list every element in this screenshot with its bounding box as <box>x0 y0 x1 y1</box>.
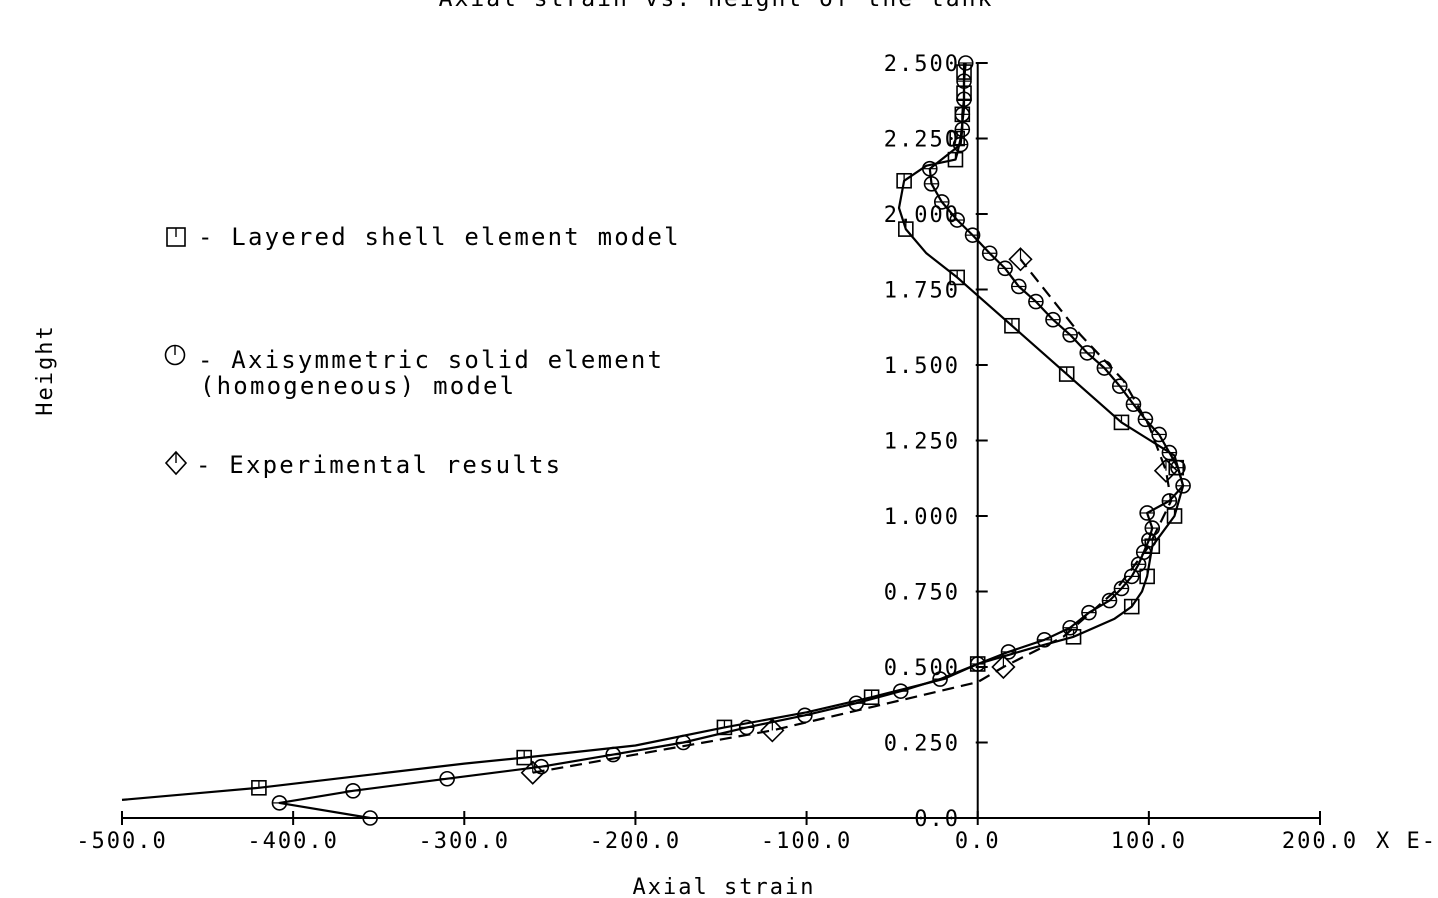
x-axis-unit: X E- <box>1376 829 1437 854</box>
chart-title: Axial strain vs. height of the tank <box>439 0 994 12</box>
y-tick-label: 2.000 <box>884 203 960 228</box>
x-tick-label: -200.0 <box>590 829 681 854</box>
series-experimental <box>520 247 1179 785</box>
x-tick-label: -100.0 <box>761 829 852 854</box>
x-tick-label: -300.0 <box>419 829 510 854</box>
diamond-marker <box>1008 247 1033 272</box>
y-ticks: 0.00.2500.5000.7501.0001.2501.5001.7502.… <box>884 52 988 832</box>
y-tick-label: 1.000 <box>884 505 960 530</box>
legend-label-experimental: - Experimental results <box>196 451 562 479</box>
x-ticks: -500.0 -400.0 -300.0 -200.0 -100.0 0.0 100.0 20… <box>76 811 1358 854</box>
series-axisymmetric <box>271 55 1191 826</box>
x-tick-label: -500.0 <box>76 829 167 854</box>
y-axis-label: Height <box>33 324 58 415</box>
diamond-marker <box>760 718 785 743</box>
series-layer <box>121 55 1191 826</box>
series-line-layered-shell <box>121 63 1185 801</box>
y-tick-label: 1.500 <box>884 354 960 379</box>
x-tick-label: -400.0 <box>247 829 338 854</box>
diamond-marker <box>1153 458 1179 483</box>
diamond-marker <box>520 760 545 785</box>
axes <box>122 63 1320 819</box>
x-tick-label: 0.0 <box>955 829 1001 854</box>
legend-item-experimental: - Experimental results <box>164 450 562 479</box>
series-line-axisymmetric <box>278 62 1185 820</box>
x-tick-label: 200.0 <box>1282 829 1358 854</box>
y-tick-label: 2.250 <box>884 128 960 153</box>
y-tick-label: 0.0 <box>914 807 960 832</box>
legend-label-layered-shell: - Layered shell element model <box>198 223 681 251</box>
x-tick-label: 100.0 <box>1111 829 1187 854</box>
legend-item-axisymmetric: - Axisymmetric solid element (homogeneous… <box>164 344 664 400</box>
y-tick-label: 1.750 <box>884 279 960 304</box>
x-axis-label: Axial strain <box>633 875 816 898</box>
legend-diamond-marker <box>164 450 188 476</box>
legend-item-layered-shell: - Layered shell element model <box>166 223 681 251</box>
y-tick-label: 0.750 <box>884 581 960 606</box>
diamond-marker <box>991 654 1016 680</box>
y-tick-label: 2.500 <box>884 52 960 77</box>
y-tick-label: 0.250 <box>884 732 960 757</box>
legend-label-axisymmetric: - Axisymmetric solid element (homogeneous… <box>198 346 664 400</box>
legend: - Layered shell element model - Axisymme… <box>164 223 681 479</box>
y-tick-label: 1.250 <box>884 430 960 455</box>
series-line-experimental <box>532 258 1173 774</box>
series-layered-shell <box>121 63 1185 801</box>
